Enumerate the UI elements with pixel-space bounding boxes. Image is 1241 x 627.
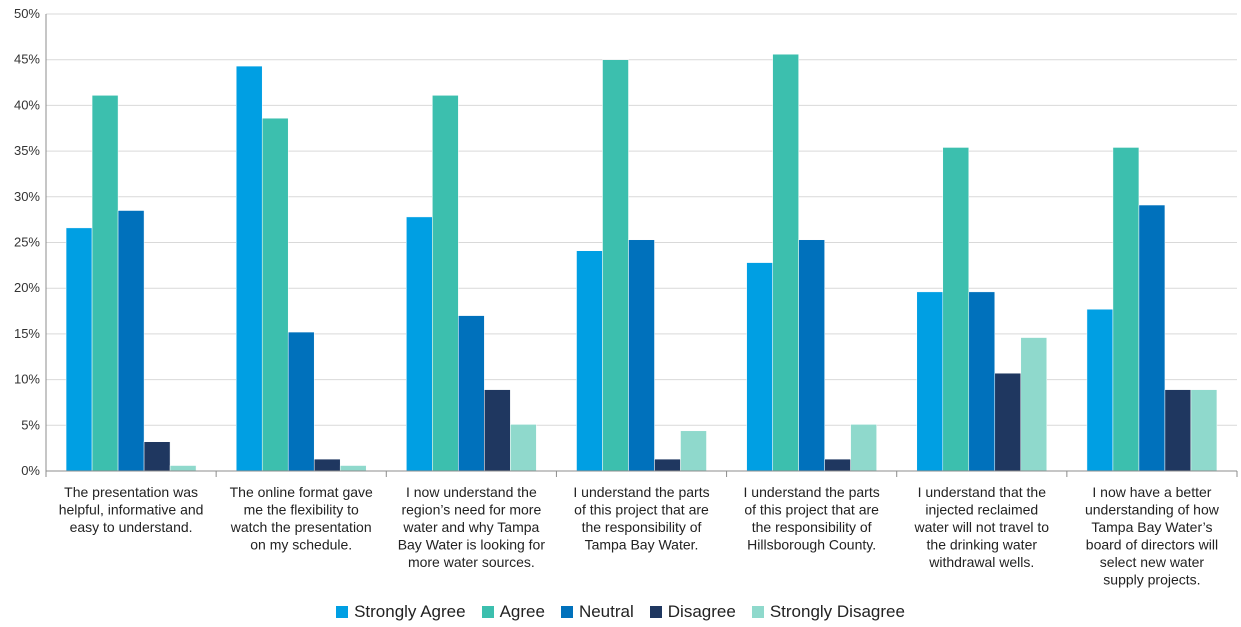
y-tick-label: 15%: [14, 326, 40, 341]
y-tick-label: 50%: [14, 6, 40, 21]
bar-strongly-agree: [1086, 308, 1114, 472]
bar-chart: 0% 5% 10% 15% 20% 25% 30% 35% 40% 45% 50% The pres…: [14, 6, 1238, 588]
x-axis: The presentation was helpful, informative…: [45, 470, 1238, 588]
x-category-label: The online format gave me the flexibility…: [230, 484, 373, 553]
y-tick-label: 25%: [14, 235, 40, 250]
bar-strongly-disagree: [339, 465, 367, 472]
bar-disagree: [484, 389, 511, 472]
y-tick-label: 10%: [14, 372, 40, 387]
legend-item: Strongly Agree: [336, 602, 466, 622]
bar-strongly-disagree: [1190, 389, 1218, 472]
legend-swatch: [336, 606, 349, 618]
legend-label: Strongly Agree: [354, 602, 466, 621]
bar-strongly-disagree: [850, 424, 877, 472]
bar-strongly-agree: [406, 216, 433, 472]
bar-strongly-agree: [65, 227, 93, 472]
bar-neutral: [458, 315, 485, 472]
x-category-label: The presentation was helpful, informative…: [59, 484, 204, 535]
legend-label: Agree: [499, 602, 545, 621]
bar-disagree: [994, 372, 1022, 472]
legend-swatch: [751, 606, 764, 618]
bar-disagree: [313, 458, 341, 472]
bar-agree: [91, 95, 119, 472]
x-category-label: I understand the parts of this project th…: [573, 484, 709, 553]
bar-agree: [602, 59, 629, 472]
bar-strongly-agree: [235, 65, 263, 472]
legend-swatch: [649, 606, 662, 618]
legend: Strongly Agree Agree Neutral Disagree Strong…: [0, 600, 1241, 624]
y-axis: 0% 5% 10% 15% 20% 25% 30% 35% 40% 45% 50%: [14, 6, 47, 478]
bar-neutral: [628, 239, 655, 472]
legend-swatch: [560, 606, 573, 618]
y-tick-label: 35%: [14, 143, 40, 158]
bar-neutral: [117, 210, 145, 472]
legend-item: Agree: [481, 602, 545, 622]
bar-strongly-agree: [576, 250, 603, 472]
bar-strongly-disagree: [510, 424, 537, 472]
bar-neutral: [798, 239, 825, 472]
legend-item: Neutral: [560, 602, 634, 622]
bar-agree: [432, 95, 459, 472]
bar-neutral: [287, 331, 315, 472]
legend-item: Strongly Disagree: [751, 602, 905, 622]
bar-strongly-disagree: [680, 430, 707, 472]
y-tick-label: 30%: [14, 189, 40, 204]
bar-strongly-disagree: [169, 465, 197, 472]
bar-strongly-agree: [916, 291, 944, 472]
legend-item: Disagree: [649, 602, 736, 622]
bar-neutral: [968, 291, 996, 472]
bar-agree: [1112, 147, 1140, 472]
y-tick-label: 45%: [14, 52, 40, 67]
legend-label: Disagree: [667, 602, 736, 621]
x-category-label: I now have a better understanding of how T…: [1085, 484, 1220, 588]
bar-agree: [942, 147, 970, 472]
bar-disagree: [143, 441, 171, 472]
y-tick-label: 0%: [21, 463, 40, 478]
x-category-label: I understand the parts of this project th…: [744, 484, 880, 553]
x-category-label: I now understand the region’s need for mo…: [398, 484, 546, 570]
legend-label: Neutral: [578, 602, 634, 621]
bar-strongly-disagree: [1020, 337, 1048, 472]
bar-agree: [261, 117, 289, 472]
y-tick-label: 20%: [14, 280, 40, 295]
bar-strongly-agree: [746, 262, 773, 472]
bar-neutral: [1138, 204, 1166, 472]
legend-label: Strongly Disagree: [769, 602, 905, 621]
y-tick-label: 40%: [14, 97, 40, 112]
bar-disagree: [1164, 389, 1192, 472]
bar-disagree: [654, 458, 681, 472]
x-category-label: I understand that the injected reclaimed w…: [913, 484, 1049, 570]
bar-agree: [772, 53, 799, 472]
bar-disagree: [824, 458, 851, 472]
bars: [65, 53, 1218, 472]
y-tick-label: 5%: [21, 417, 40, 432]
legend-swatch: [481, 606, 494, 618]
